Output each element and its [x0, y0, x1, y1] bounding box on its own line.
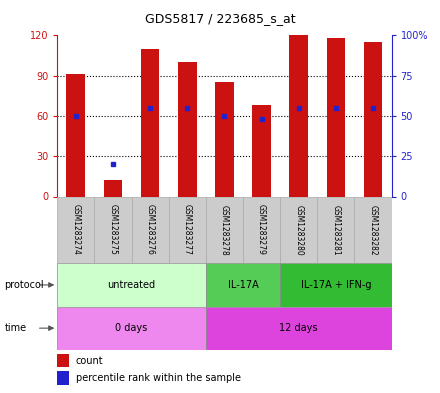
Bar — [132, 196, 169, 263]
Bar — [57, 307, 206, 350]
Bar — [206, 196, 243, 263]
Bar — [243, 196, 280, 263]
Text: IL-17A: IL-17A — [227, 280, 258, 290]
Text: 0 days: 0 days — [115, 323, 148, 333]
Text: time: time — [4, 323, 26, 333]
Bar — [317, 196, 355, 263]
Text: untreated: untreated — [107, 280, 156, 290]
Bar — [215, 83, 234, 196]
Text: GDS5817 / 223685_s_at: GDS5817 / 223685_s_at — [145, 12, 295, 25]
Text: protocol: protocol — [4, 280, 44, 290]
Text: GSM1283278: GSM1283278 — [220, 204, 229, 255]
Text: 12 days: 12 days — [279, 323, 318, 333]
Bar — [178, 62, 197, 196]
Bar — [326, 38, 345, 197]
Bar — [355, 196, 392, 263]
Bar — [57, 354, 69, 367]
Bar — [66, 74, 85, 196]
Bar — [290, 35, 308, 197]
Bar — [94, 196, 132, 263]
Text: GSM1283275: GSM1283275 — [108, 204, 117, 255]
Bar — [57, 263, 206, 307]
Text: percentile rank within the sample: percentile rank within the sample — [76, 373, 241, 383]
Bar — [364, 42, 382, 196]
Text: GSM1283276: GSM1283276 — [146, 204, 154, 255]
Bar — [206, 263, 280, 307]
Text: GSM1283277: GSM1283277 — [183, 204, 192, 255]
Bar — [57, 196, 94, 263]
Bar — [252, 105, 271, 196]
Bar — [169, 196, 206, 263]
Text: GSM1283279: GSM1283279 — [257, 204, 266, 255]
Text: GSM1283282: GSM1283282 — [369, 205, 378, 255]
Bar — [280, 263, 392, 307]
Bar — [104, 180, 122, 196]
Bar — [206, 307, 392, 350]
Text: GSM1283274: GSM1283274 — [71, 204, 80, 255]
Text: GSM1283280: GSM1283280 — [294, 204, 303, 255]
Bar — [57, 371, 69, 385]
Text: IL-17A + IFN-g: IL-17A + IFN-g — [301, 280, 371, 290]
Bar — [141, 49, 159, 196]
Text: count: count — [76, 356, 103, 366]
Bar — [280, 196, 317, 263]
Text: GSM1283281: GSM1283281 — [331, 205, 341, 255]
